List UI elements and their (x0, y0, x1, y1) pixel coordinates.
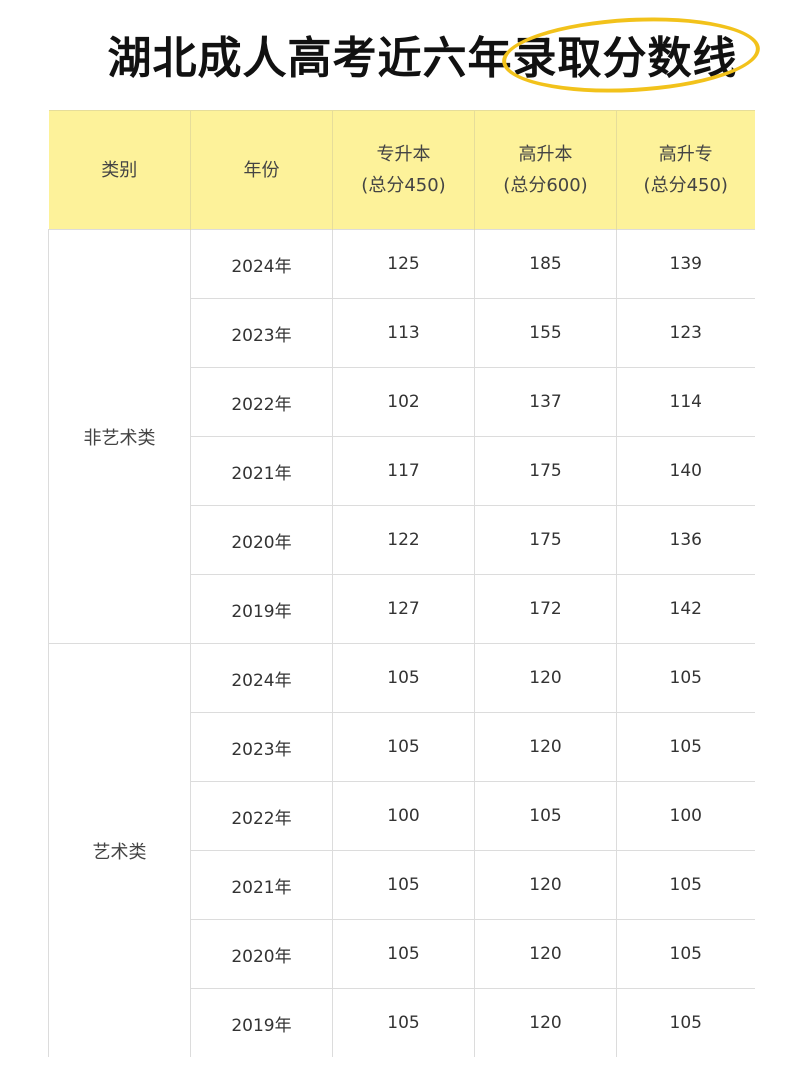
header-gaoshengben: 高升本 (总分600) (474, 110, 617, 230)
table-row: 2019年 105 120 105 (49, 988, 755, 1057)
year-cell: 2021年 (190, 850, 333, 920)
table-row: 2019年 127 172 142 (49, 574, 755, 644)
gaoshengzhuan-score: 105 (616, 850, 755, 920)
gaoshengben-score: 185 (474, 229, 617, 299)
header-category: 类别 (48, 110, 191, 230)
table-row: 2020年 122 175 136 (49, 505, 755, 575)
zhuanshengben-score: 122 (332, 505, 475, 575)
gaoshengzhuan-score: 136 (616, 505, 755, 575)
year-cell: 2020年 (190, 505, 333, 575)
gaoshengzhuan-score: 114 (616, 367, 755, 437)
score-table: 类别 年份 专升本 (总分450) 高升本 (总分600) 高升专 (总分450) 非… (48, 110, 755, 1057)
zhuanshengben-score: 125 (332, 229, 475, 299)
year-cell: 2023年 (190, 712, 333, 782)
zhuanshengben-score: 105 (332, 643, 475, 713)
gaoshengben-score: 172 (474, 574, 617, 644)
table-row: 2020年 105 120 105 (49, 919, 755, 989)
gaoshengben-score: 105 (474, 781, 617, 851)
header-gaoshengzhuan: 高升专 (总分450) (616, 110, 755, 230)
zhuanshengben-score: 117 (332, 436, 475, 506)
gaoshengzhuan-score: 142 (616, 574, 755, 644)
year-cell: 2024年 (190, 229, 333, 299)
year-cell: 2019年 (190, 574, 333, 644)
page-title: 湖北成人高考近六年录取分数线 (0, 22, 800, 86)
title-plain: 湖北成人高考近六年 (107, 33, 513, 84)
gaoshengben-score: 155 (474, 298, 617, 368)
gaoshengben-score: 120 (474, 988, 617, 1057)
year-cell: 2020年 (190, 919, 333, 989)
zhuanshengben-score: 105 (332, 712, 475, 782)
gaoshengzhuan-score: 140 (616, 436, 755, 506)
year-cell: 2019年 (190, 988, 333, 1057)
gaoshengzhuan-score: 100 (616, 781, 755, 851)
gaoshengben-score: 175 (474, 505, 617, 575)
table-row: 2022年 100 105 100 (49, 781, 755, 851)
gaoshengzhuan-score: 123 (616, 298, 755, 368)
category-cell: 非艺术类 (48, 229, 191, 644)
gaoshengben-score: 120 (474, 712, 617, 782)
year-cell: 2022年 (190, 367, 333, 437)
year-cell: 2023年 (190, 298, 333, 368)
gaoshengben-score: 175 (474, 436, 617, 506)
year-cell: 2024年 (190, 643, 333, 713)
gaoshengzhuan-score: 139 (616, 229, 755, 299)
header-zhuanshengben: 专升本 (总分450) (332, 110, 475, 230)
table-row: 非艺术类 2024年 125 185 139 (48, 229, 755, 644)
year-cell: 2022年 (190, 781, 333, 851)
zhuanshengben-score: 102 (332, 367, 475, 437)
zhuanshengben-score: 105 (332, 919, 475, 989)
gaoshengben-score: 120 (474, 643, 617, 713)
table-row: 2021年 117 175 140 (49, 436, 755, 506)
category-cell: 艺术类 (48, 643, 191, 1057)
table-row: 2023年 105 120 105 (49, 712, 755, 782)
gaoshengben-score: 120 (474, 919, 617, 989)
zhuanshengben-score: 105 (332, 850, 475, 920)
table-row: 2022年 102 137 114 (49, 367, 755, 437)
gaoshengben-score: 120 (474, 850, 617, 920)
table-row: 艺术类 2024年 105 120 105 (48, 643, 755, 1057)
gaoshengzhuan-score: 105 (616, 919, 755, 989)
table-row: 2021年 105 120 105 (49, 850, 755, 920)
zhuanshengben-score: 127 (332, 574, 475, 644)
gaoshengzhuan-score: 105 (616, 712, 755, 782)
title-highlighted: 录取分数线 (512, 33, 738, 84)
header-row: 类别 年份 专升本 (总分450) 高升本 (总分600) 高升专 (总分450) (48, 110, 755, 230)
gaoshengben-score: 137 (474, 367, 617, 437)
gaoshengzhuan-score: 105 (616, 988, 755, 1057)
zhuanshengben-score: 100 (332, 781, 475, 851)
zhuanshengben-score: 105 (332, 988, 475, 1057)
table-row: 2023年 113 155 123 (49, 298, 755, 368)
gaoshengzhuan-score: 105 (616, 643, 755, 713)
zhuanshengben-score: 113 (332, 298, 475, 368)
header-year: 年份 (190, 110, 333, 230)
year-cell: 2021年 (190, 436, 333, 506)
